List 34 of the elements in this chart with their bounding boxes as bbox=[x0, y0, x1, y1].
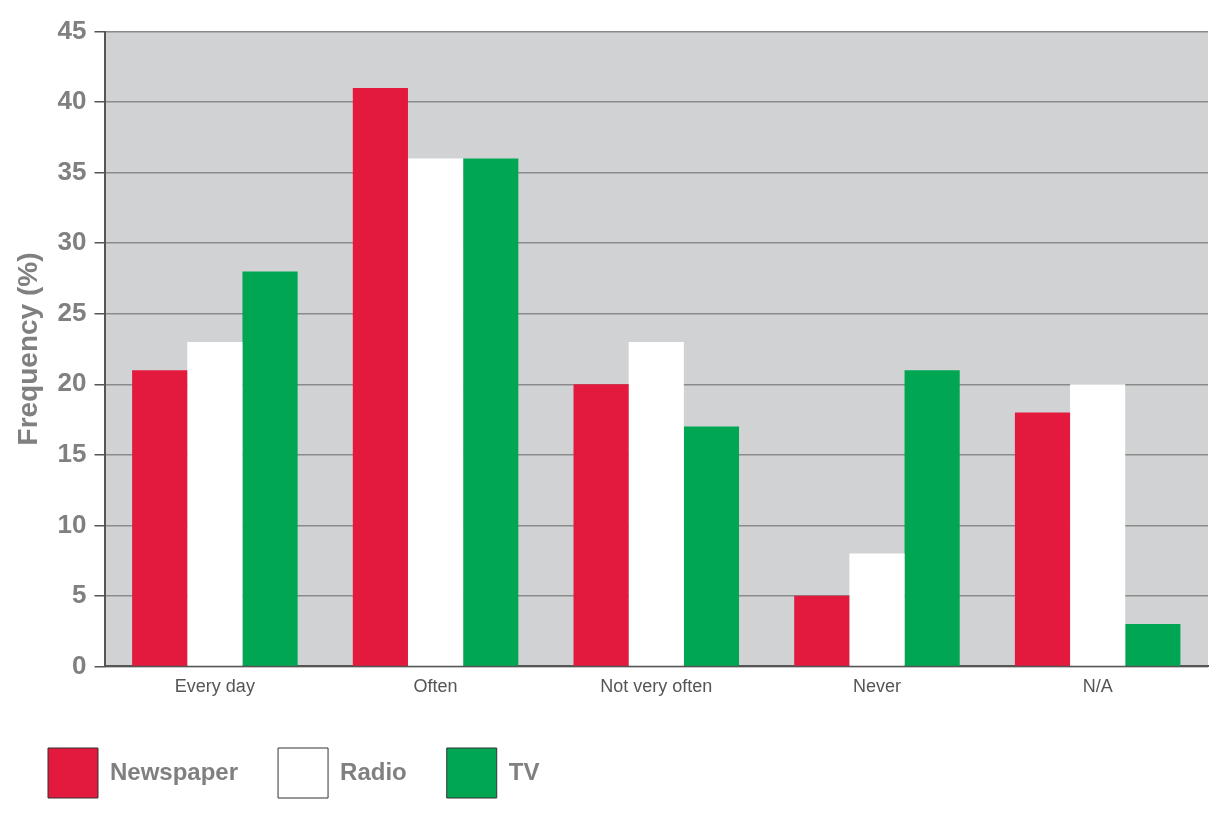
bar bbox=[463, 158, 519, 666]
y-tick-label: 5 bbox=[72, 579, 87, 610]
bar bbox=[187, 341, 243, 666]
bar bbox=[1125, 624, 1181, 666]
bar bbox=[407, 158, 464, 666]
bar bbox=[352, 88, 408, 666]
bar bbox=[1014, 412, 1071, 666]
legend-label: Newspaper bbox=[110, 757, 239, 785]
y-tick-label: 40 bbox=[57, 85, 87, 116]
legend-label: TV bbox=[508, 757, 540, 785]
y-tick-label: 15 bbox=[57, 437, 87, 468]
x-tick-label: Never bbox=[852, 676, 901, 697]
y-tick-label: 10 bbox=[57, 508, 87, 539]
bar bbox=[628, 341, 684, 666]
bar bbox=[904, 370, 960, 666]
x-tick-label: Often bbox=[413, 676, 458, 697]
x-tick-label: Not very often bbox=[600, 676, 713, 697]
y-tick-label: 45 bbox=[57, 14, 87, 45]
y-tick-label: 30 bbox=[57, 226, 87, 257]
y-tick-label: 20 bbox=[57, 367, 87, 398]
x-tick-label: N/A bbox=[1082, 676, 1113, 697]
y-axis-title: Frequency (%) bbox=[11, 252, 43, 446]
y-tick-label: 0 bbox=[72, 649, 87, 680]
x-tick-label: Every day bbox=[174, 676, 255, 697]
bar bbox=[794, 595, 850, 666]
bar bbox=[573, 384, 629, 666]
bar bbox=[1070, 384, 1126, 666]
bar bbox=[132, 370, 188, 666]
bar bbox=[242, 271, 298, 666]
y-tick-label: 35 bbox=[57, 155, 87, 186]
y-tick-label: 25 bbox=[57, 296, 87, 327]
bar bbox=[683, 426, 740, 666]
legend-label: Radio bbox=[340, 757, 407, 785]
bar bbox=[849, 553, 905, 666]
